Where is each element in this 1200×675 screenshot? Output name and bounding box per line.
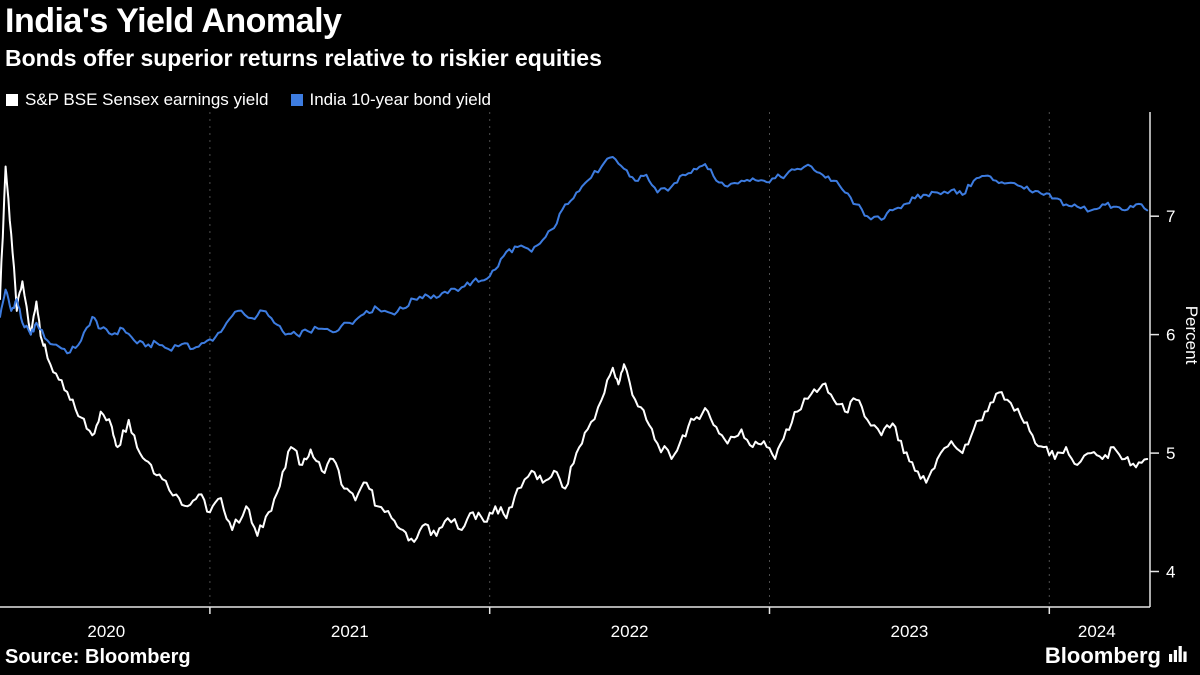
legend-label: India 10-year bond yield xyxy=(309,90,491,109)
y-axis-title: Percent xyxy=(1182,306,1200,365)
legend-item-sensex-earnings-yield: S&P BSE Sensex earnings yield xyxy=(6,90,269,110)
bloomberg-mark-icon xyxy=(1168,643,1188,669)
legend-item-india-10y-bond-yield: India 10-year bond yield xyxy=(290,90,491,110)
x-tick-label: 2022 xyxy=(611,622,649,641)
chart-subtitle: Bonds offer superior returns relative to… xyxy=(5,45,602,71)
legend-swatch-sensex-earnings-yield xyxy=(6,94,18,106)
y-tick-label: 5 xyxy=(1166,444,1175,463)
series-line-india-10y-bond-yield xyxy=(0,156,1149,355)
x-tick-label: 2021 xyxy=(331,622,369,641)
x-tick-label: 2024 xyxy=(1078,622,1116,641)
y-tick-label: 7 xyxy=(1166,207,1175,226)
source-text: Source: Bloomberg xyxy=(5,646,191,668)
bloomberg-wordmark: Bloomberg xyxy=(1044,643,1161,668)
legend: S&P BSE Sensex earnings yield India 10-ye… xyxy=(6,90,491,110)
series-line-sensex-earnings-yield xyxy=(0,165,1149,543)
legend-label: S&P BSE Sensex earnings yield xyxy=(25,90,269,109)
chart-title: India's Yield Anomaly xyxy=(5,2,342,40)
y-tick-label: 6 xyxy=(1166,326,1175,345)
legend-swatch-india-10y-bond-yield xyxy=(290,94,303,106)
x-tick-label: 2020 xyxy=(87,622,125,641)
x-tick-label: 2023 xyxy=(890,622,928,641)
bloomberg-logo: Bloomberg xyxy=(1045,643,1188,669)
y-tick-label: 4 xyxy=(1166,563,1175,582)
